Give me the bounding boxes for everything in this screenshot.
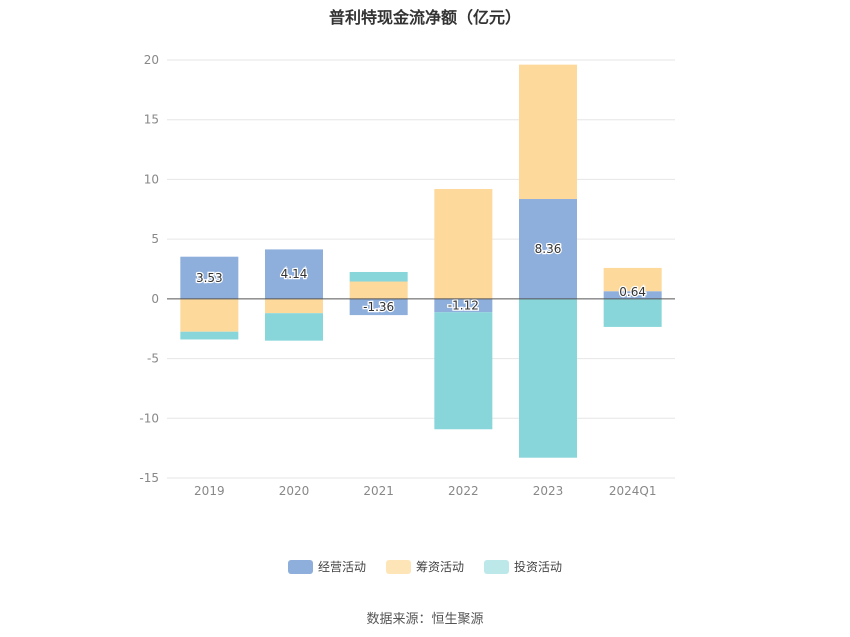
x-tick-label: 2021	[363, 484, 394, 498]
legend-swatch-investing	[484, 559, 509, 574]
bar-segment	[349, 271, 408, 282]
bar-segment	[434, 298, 493, 313]
y-tick-label: -5	[147, 352, 159, 366]
cashflow-chart: 3.53 4.14 -1.36 -1.12 8.36 0.64 20 15 10 5 0 -5 -10…	[139, 53, 675, 498]
data-label: 0.64	[619, 285, 646, 299]
legend-label-operating: 经营活动	[317, 560, 366, 574]
bar-segment	[180, 256, 239, 299]
legend-item-investing[interactable]: 投资活动	[484, 558, 562, 575]
bar-segment	[519, 298, 577, 458]
bars	[180, 64, 662, 458]
data-label: -1.36	[363, 300, 394, 314]
y-tick-label: -15	[139, 471, 159, 485]
legend-item-operating[interactable]: 经营活动	[287, 558, 366, 575]
data-label: -1.12	[448, 299, 479, 313]
legend-label-financing: 筹资活动	[415, 560, 464, 574]
data-label: 8.36	[535, 242, 562, 256]
data-label: 3.53	[196, 271, 223, 285]
y-tick-label: 15	[144, 113, 159, 127]
data-label: 4.14	[281, 267, 308, 281]
data-labels: 3.53 4.14 -1.36 -1.12 8.36 0.64	[195, 241, 648, 316]
y-tick-label: 20	[144, 53, 159, 67]
y-tick-label: 0	[151, 292, 159, 306]
bar-segment	[180, 331, 239, 340]
bar-segment	[603, 267, 662, 292]
legend-swatch-operating	[287, 559, 313, 574]
bar-segment	[349, 281, 408, 299]
axes: 20 15 10 5 0 -5 -10 -15 2019 2020 2021 2022 2023 2024…	[139, 53, 675, 498]
x-tick-label: 2020	[279, 484, 310, 498]
bar-segment	[603, 291, 662, 299]
data-source: 数据来源：恒生聚源	[366, 612, 484, 627]
bar-segment	[265, 249, 323, 299]
bar-segment	[603, 298, 662, 327]
x-tick-label: 2022	[448, 484, 479, 498]
bar-segment	[265, 298, 323, 314]
x-tick-label: 2019	[194, 484, 225, 498]
gridlines	[167, 59, 675, 479]
y-tick-label: 10	[144, 172, 159, 186]
bar-segment	[434, 312, 493, 430]
x-tick-label: 2024Q1	[609, 484, 657, 498]
bar-segment	[519, 64, 577, 200]
y-tick-label: 5	[151, 232, 159, 246]
legend-item-financing[interactable]: 筹资活动	[385, 558, 464, 575]
chart-title: 普利特现金流净额（亿元）	[328, 8, 521, 27]
legend-swatch-financing	[385, 559, 411, 574]
bar-segment	[265, 313, 323, 341]
bar-segment	[349, 298, 408, 316]
bar-segment	[180, 298, 239, 332]
y-tick-label: -10	[139, 411, 159, 425]
bar-segment	[434, 188, 493, 299]
x-tick-label: 2023	[533, 484, 564, 498]
bar-segment	[519, 199, 577, 299]
legend-label-investing: 投资活动	[514, 560, 563, 574]
legend: 经营活动 筹资活动 投资活动	[0, 558, 850, 575]
